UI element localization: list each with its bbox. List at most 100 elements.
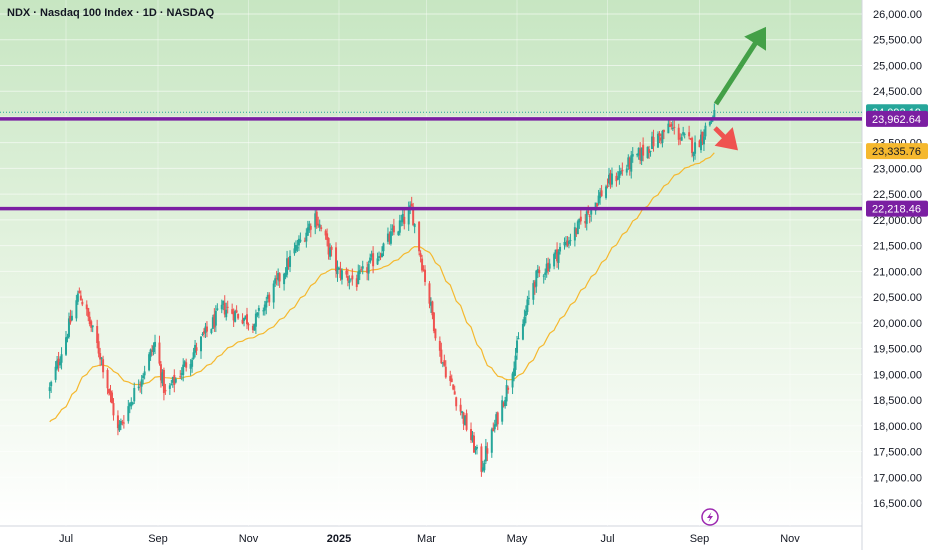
candle-body xyxy=(618,171,621,179)
candle-body xyxy=(211,317,214,329)
candle-body xyxy=(361,266,364,269)
candle-body xyxy=(109,391,112,395)
candle-body xyxy=(305,232,308,242)
candle-body xyxy=(87,308,90,317)
candle-body xyxy=(329,247,332,257)
lightning-icon[interactable] xyxy=(701,508,719,526)
candle-body xyxy=(651,136,654,150)
candle-body xyxy=(554,249,557,255)
candle-body xyxy=(398,220,401,233)
candle-body xyxy=(422,269,425,271)
price-axis-background xyxy=(862,0,932,550)
candle-body xyxy=(340,270,343,280)
candle-body xyxy=(234,310,237,322)
candle-body xyxy=(60,354,63,363)
candle-body xyxy=(268,294,271,303)
candle-body xyxy=(262,310,265,312)
chart-background xyxy=(0,0,862,526)
candle-body xyxy=(360,269,363,271)
candle-body xyxy=(501,400,504,422)
candle-body xyxy=(431,301,434,316)
candle-body xyxy=(409,205,412,208)
candle-body xyxy=(286,258,289,275)
candle-body xyxy=(470,429,473,440)
candle-body xyxy=(559,246,562,252)
candle-body xyxy=(548,263,551,269)
price-label-text: 23,962.64 xyxy=(872,114,921,126)
candle-body xyxy=(351,275,354,280)
candle-body xyxy=(151,350,154,352)
candle-body xyxy=(231,309,234,314)
candle-body xyxy=(339,268,342,278)
candle-body xyxy=(366,267,369,273)
price-tick-label: 17,500.00 xyxy=(873,447,922,459)
candle-body xyxy=(287,258,290,267)
candle-body xyxy=(195,347,198,351)
candle-body xyxy=(584,221,587,224)
candle-body xyxy=(673,126,676,128)
candle-body xyxy=(400,220,403,222)
candle-body xyxy=(628,157,631,169)
candle-body xyxy=(563,241,566,246)
trend-arrows xyxy=(713,26,766,151)
candle-body xyxy=(171,376,174,383)
candle-body xyxy=(670,124,673,127)
candle-body xyxy=(91,325,94,328)
price-tick-label: 19,000.00 xyxy=(873,369,922,381)
candle-body xyxy=(658,133,661,137)
candle-body xyxy=(200,336,203,352)
candle-body xyxy=(241,319,244,324)
candle-body xyxy=(556,249,559,262)
candle-body xyxy=(327,238,330,255)
candle-body xyxy=(671,127,674,129)
candle-body xyxy=(410,203,413,207)
candle-body xyxy=(204,326,207,333)
candle-body xyxy=(314,213,317,228)
candle-body xyxy=(159,364,162,381)
candle-body xyxy=(164,389,167,392)
candle-body xyxy=(370,254,373,257)
candle-body xyxy=(588,215,591,217)
candle-body xyxy=(441,362,444,364)
candle-body xyxy=(461,411,464,414)
candle-body xyxy=(131,402,134,405)
candle-body xyxy=(244,315,247,319)
candle-body xyxy=(505,385,508,402)
price-label-tag xyxy=(866,143,928,160)
candle-body xyxy=(600,190,603,197)
candle-body xyxy=(152,345,155,352)
candle-body xyxy=(627,157,630,167)
price-tick-label: 23,000.00 xyxy=(873,163,922,175)
price-tick-label: 25,000.00 xyxy=(873,60,922,72)
candle-body xyxy=(475,446,478,449)
candle-body xyxy=(201,333,204,335)
candle-body xyxy=(293,248,296,254)
price-label-tag xyxy=(866,200,928,217)
candle-body xyxy=(357,271,360,285)
candle-body xyxy=(174,378,177,383)
candle-body xyxy=(680,137,683,141)
price-tick-label: 18,000.00 xyxy=(873,421,922,433)
candle-body xyxy=(648,149,651,154)
candle-body xyxy=(191,359,194,367)
candle-body xyxy=(358,270,361,274)
candle-body xyxy=(542,275,545,277)
candle-body xyxy=(173,374,176,385)
candle-body xyxy=(372,253,375,267)
candle-body xyxy=(656,133,659,148)
candle-body xyxy=(702,136,705,145)
candle-body xyxy=(127,406,130,422)
candle-body xyxy=(266,294,269,299)
candle-body xyxy=(306,227,309,236)
candle-body xyxy=(303,240,306,242)
candle-body xyxy=(704,125,707,137)
candle-body xyxy=(464,415,467,426)
candle-body xyxy=(536,269,539,274)
candle-body xyxy=(183,361,186,367)
candle-body xyxy=(168,385,171,389)
candle-body xyxy=(495,414,498,426)
candle-body xyxy=(118,424,121,431)
candle-body xyxy=(523,316,526,326)
candle-body xyxy=(386,233,389,242)
